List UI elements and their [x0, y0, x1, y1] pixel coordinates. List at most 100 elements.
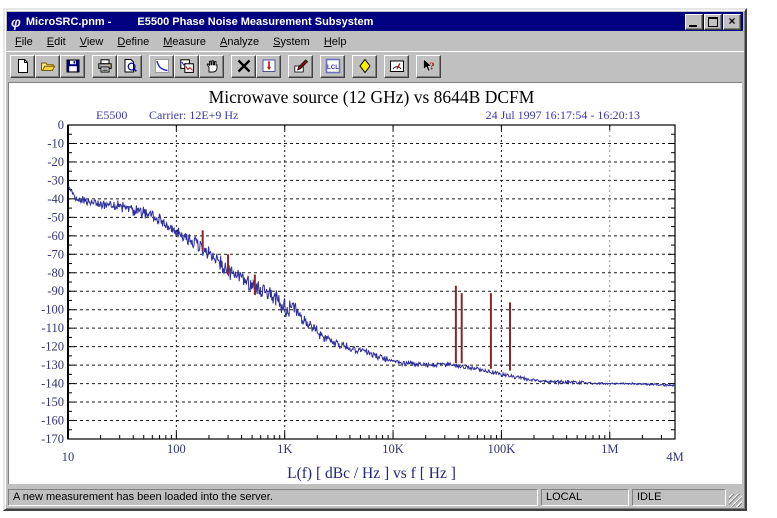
status-bar: A new measurement has been loaded into t… [6, 486, 744, 508]
y-tick-label: -80 [47, 266, 64, 280]
abort-button[interactable] [231, 54, 256, 78]
pan-button[interactable] [199, 54, 224, 78]
close-icon [724, 14, 740, 28]
chart-area: Microwave source (12 GHz) vs 8644B DCFM E… [8, 82, 742, 484]
y-tick-label: -160 [41, 414, 64, 428]
menu-bar: File Edit View Define Measure Analyze System He… [6, 32, 744, 51]
minimize-icon [689, 24, 697, 27]
show-curve-button[interactable] [149, 54, 174, 78]
gauge-icon [389, 60, 404, 72]
app-window: φ MicroSRC.pnm - E5500 Phase Noise Measu… [3, 8, 747, 511]
toolbar-group [384, 54, 409, 78]
toolbar-group [288, 54, 313, 78]
y-tick-label: -50 [47, 210, 64, 224]
annotation-system: E5500 [96, 108, 127, 122]
print-preview-button[interactable] [117, 54, 142, 78]
x-tick-label: 10 [62, 450, 75, 464]
chart-title: Microwave source (12 GHz) vs 8644B DCFM [209, 87, 535, 107]
print-button[interactable] [92, 54, 117, 78]
menu-item-system[interactable]: System [273, 35, 310, 48]
resize-grip[interactable] [729, 494, 742, 507]
svg-text:?: ? [429, 61, 435, 73]
menu-item-measure[interactable]: Measure [163, 35, 206, 48]
menu-item-analyze[interactable]: Analyze [220, 35, 260, 48]
toolbar-group [92, 54, 142, 78]
y-tick-label: -40 [47, 192, 64, 206]
confidence-limits-button[interactable]: LCL [320, 54, 345, 78]
title-bar[interactable]: φ MicroSRC.pnm - E5500 Phase Noise Measu… [7, 12, 743, 31]
y-tick-label: -100 [41, 303, 64, 317]
toolbar-group: LCL [320, 54, 345, 78]
toolbar-group [149, 54, 224, 78]
y-tick-label: -90 [47, 284, 64, 298]
y-tick-label: -150 [41, 395, 64, 409]
phase-noise-chart: Microwave source (12 GHz) vs 8644B DCFM E… [41, 87, 684, 482]
meter-button[interactable] [384, 54, 409, 78]
y-tick-label: -20 [47, 155, 64, 169]
help-arrow-icon: ? [422, 58, 435, 73]
x-tick-label: 1K [277, 442, 292, 456]
status-panel-idle: IDLE [632, 488, 726, 506]
preview-magnifier-icon [124, 59, 137, 73]
menu-item-view[interactable]: View [79, 35, 104, 48]
save-button[interactable] [60, 54, 85, 78]
maximize-icon [708, 16, 718, 27]
lcl-icon: LCL [325, 58, 340, 74]
menu-item-file[interactable]: File [15, 35, 33, 48]
context-help-button[interactable]: ? [416, 54, 441, 78]
y-tick-label: -10 [47, 136, 64, 150]
close-button[interactable] [723, 13, 741, 30]
marker-button[interactable] [288, 54, 313, 78]
spurs-button[interactable] [352, 54, 377, 78]
toolbar-group [10, 54, 85, 78]
y-tick-label: -30 [47, 173, 64, 187]
overlay-plots-icon [179, 59, 194, 73]
window-buttons [685, 13, 741, 30]
toolbar-group: ? [416, 54, 441, 78]
new-page-icon [17, 59, 28, 73]
phi-app-icon: φ [11, 13, 21, 30]
yellow-diamond-icon [358, 58, 371, 74]
plot-red-arrow-icon [262, 59, 275, 72]
y-tick-label: -110 [42, 321, 64, 335]
x-tick-label: 100K [488, 442, 516, 456]
open-folder-icon [40, 62, 56, 71]
x-tick-label: 100 [167, 442, 186, 456]
x-axis-label: L(f) [ dBc / Hz ] vs f [ Hz ] [287, 465, 456, 482]
phase-noise-trace [67, 185, 676, 388]
black-x-icon [237, 59, 250, 73]
status-panel-local: LOCAL [541, 488, 629, 506]
toolbar-group [231, 54, 281, 78]
overlay-plots-button[interactable] [174, 54, 199, 78]
toolbar-group [352, 54, 377, 78]
open-button[interactable] [35, 54, 60, 78]
minimize-button[interactable] [685, 13, 703, 30]
app-title: E5500 Phase Noise Measurement Subsystem [137, 15, 374, 28]
toolbar: LCL? [6, 51, 744, 80]
hand-icon [206, 60, 217, 73]
y-tick-label: -140 [41, 377, 64, 391]
x-tick-label: 4M [666, 450, 683, 464]
y-tick-label: 0 [58, 118, 64, 132]
blue-curve-icon [154, 59, 169, 73]
x-tick-label: 1M [601, 442, 618, 456]
plot-frame [67, 124, 676, 440]
measurement-plot-button[interactable] [256, 54, 281, 78]
floppy-disk-icon [66, 59, 79, 73]
annotation-carrier: Carrier: 12E+9 Hz [149, 108, 238, 122]
svg-text:LCL: LCL [326, 64, 338, 71]
y-tick-label: -120 [41, 340, 64, 354]
maximize-button[interactable] [704, 13, 722, 30]
y-tick-label: -60 [47, 229, 64, 243]
menu-item-define[interactable]: Define [117, 35, 150, 48]
menu-item-edit[interactable]: Edit [46, 35, 66, 48]
menu-item-help[interactable]: Help [323, 35, 347, 48]
printer-icon [97, 59, 112, 73]
pen-icon [293, 59, 308, 73]
y-tick-label: -70 [47, 247, 64, 261]
annotation-timestamp: 24 Jul 1997 16:17:54 - 16:20:13 [486, 108, 640, 122]
y-tick-label: -130 [41, 358, 64, 372]
new-button[interactable] [10, 54, 35, 78]
y-tick-label: -170 [41, 432, 64, 446]
